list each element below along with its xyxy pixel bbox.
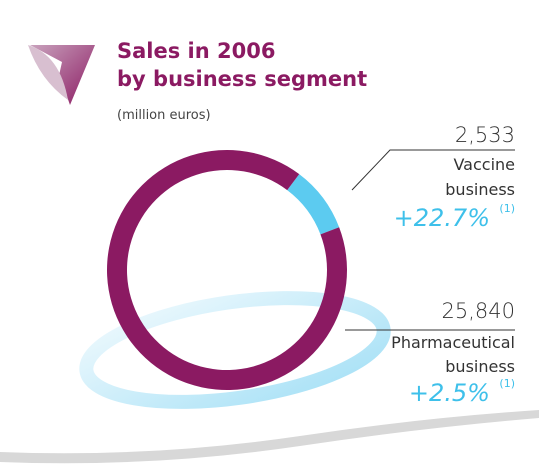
chart-title: Sales in 2006 (117, 39, 275, 63)
value-label: 2,533 (455, 123, 515, 147)
category-label: business (445, 180, 515, 199)
category-label: Vaccine (453, 155, 515, 174)
subtitle: (million euros) (117, 108, 211, 123)
category-label: Pharmaceutical (391, 333, 515, 352)
value-label: 25,840 (442, 299, 515, 323)
page-shadow (0, 410, 539, 464)
chart-title: by business segment (117, 67, 367, 91)
donut-segment (287, 174, 340, 235)
growth-label: +22.7% (394, 204, 490, 232)
growth-note: (1) (499, 202, 515, 215)
logo (28, 45, 68, 100)
category-label: business (445, 357, 515, 376)
growth-label: +2.5% (409, 379, 490, 407)
leader-line (351, 149, 515, 191)
swoosh (79, 291, 391, 409)
logo (30, 45, 95, 105)
growth-note: (1) (499, 377, 515, 390)
